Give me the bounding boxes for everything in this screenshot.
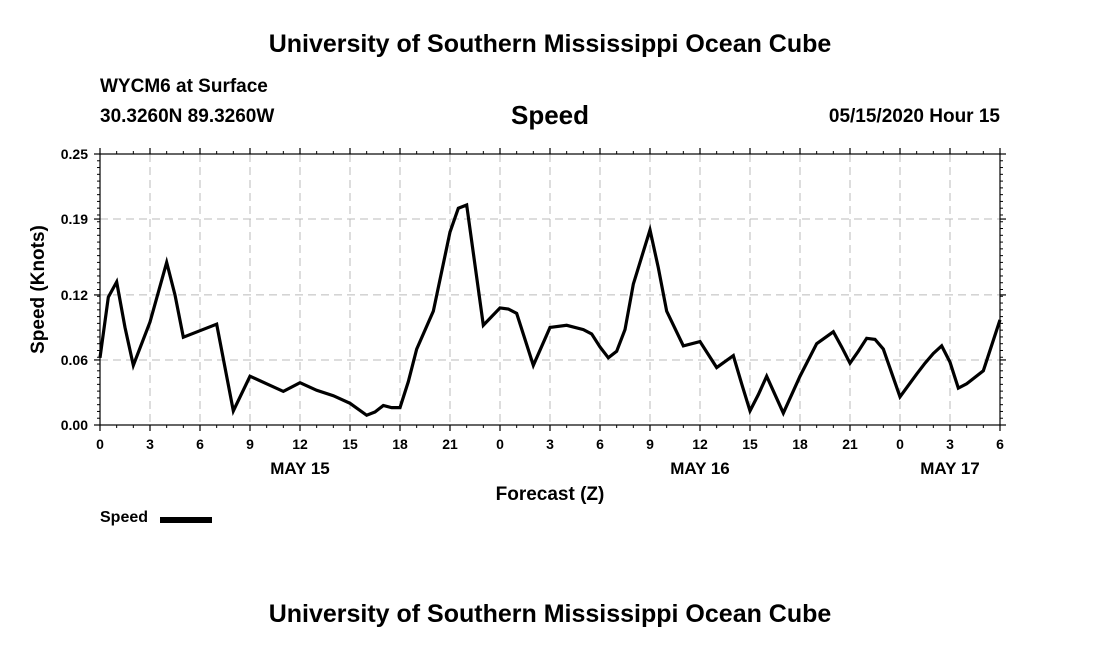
x-tick-label: 0	[496, 436, 504, 452]
x-tick-label: 6	[996, 436, 1004, 452]
x-axis-ticks: 0 3 6 9 12 15 18 21 0 3 6 9 12 15 18 21 0 3 6	[96, 148, 1004, 452]
y-tick-label: 0.06	[61, 352, 88, 368]
x-tick-label: 0	[896, 436, 904, 452]
grid-lines	[100, 154, 1000, 425]
y-tick-label: 0.19	[61, 211, 88, 227]
legend-label: Speed	[100, 509, 149, 526]
series-layer	[98, 202, 1002, 418]
day-label: MAY 16	[670, 459, 730, 478]
x-tick-label: 3	[546, 436, 554, 452]
plot-title: Speed	[510, 100, 590, 130]
x-tick-label: 9	[646, 436, 654, 452]
x-tick-label: 3	[146, 436, 154, 452]
y-axis-label: Speed (Knots)	[28, 225, 49, 354]
y-tick-label: 0.12	[61, 287, 88, 303]
x-tick-label: 15	[342, 436, 358, 452]
footer-title: University of Southern Mississippi Ocean…	[268, 600, 832, 628]
x-tick-label: 12	[692, 436, 708, 452]
station-label: WYCM6 at Surface	[100, 76, 268, 97]
x-tick-label: 21	[842, 436, 858, 452]
x-tick-label: 0	[96, 436, 104, 452]
day-label: MAY 17	[920, 459, 980, 478]
timestamp-label: 05/15/2020 Hour 15	[828, 106, 1000, 127]
location-label: 30.3260N 89.3260W	[100, 106, 275, 127]
x-tick-label: 3	[946, 436, 954, 452]
x-tick-label: 15	[742, 436, 758, 452]
y-tick-label: 0.00	[61, 417, 88, 433]
day-labels: MAY 15 MAY 16 MAY 17	[270, 459, 980, 478]
x-tick-label: 9	[246, 436, 254, 452]
series-line-speed	[98, 202, 1002, 418]
day-label: MAY 15	[270, 459, 330, 478]
x-tick-label: 18	[392, 436, 408, 452]
page-title: University of Southern Mississippi Ocean…	[268, 30, 832, 58]
x-tick-label: 12	[292, 436, 308, 452]
x-axis-label: Forecast (Z)	[496, 484, 605, 505]
x-tick-label: 6	[196, 436, 204, 452]
x-tick-label: 6	[596, 436, 604, 452]
y-tick-label: 0.25	[61, 146, 88, 162]
legend-swatch	[160, 517, 212, 523]
x-tick-label: 18	[792, 436, 808, 452]
x-tick-label: 21	[442, 436, 458, 452]
y-axis-ticks: 0.00 0.06 0.12 0.19 0.25	[61, 146, 1006, 433]
